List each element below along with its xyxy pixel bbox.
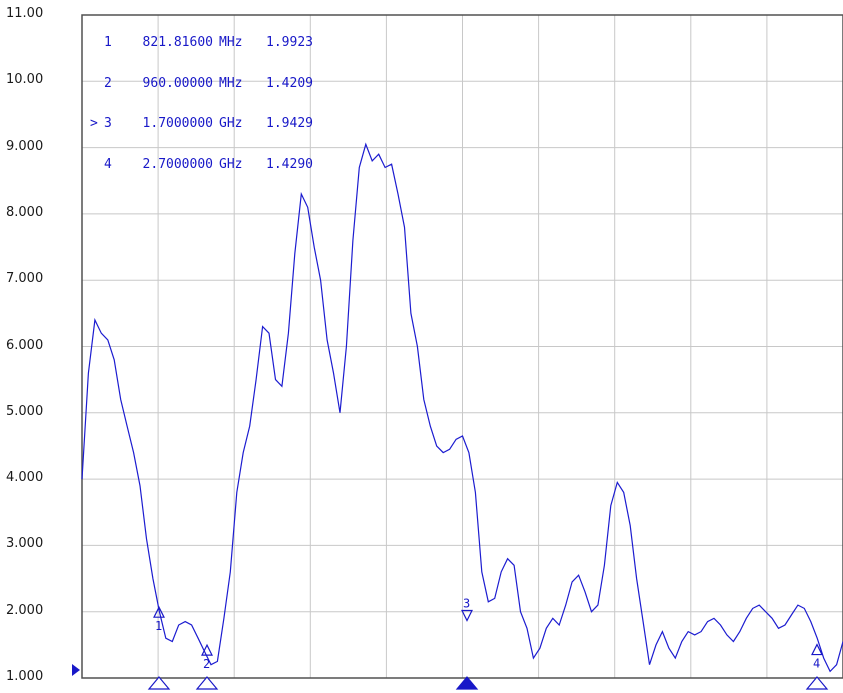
marker-value: 1.9923	[266, 35, 313, 50]
marker-unit: GHz	[219, 116, 243, 131]
marker-number: 1	[104, 35, 112, 50]
marker-triangle	[201, 643, 213, 656]
plot-frame	[81, 14, 843, 679]
marker-frequency: 1.7000000	[142, 116, 213, 131]
marker-frequency: 960.00000	[142, 75, 213, 91]
marker-number: 4	[104, 156, 112, 172]
marker-bottom-indicator	[455, 676, 479, 690]
y-tick-label: 8.000	[6, 204, 44, 220]
reference-arrow-left	[72, 664, 80, 676]
marker-triangle	[811, 643, 823, 656]
marker-value: 1.4290	[266, 156, 313, 172]
marker-triangle	[461, 609, 473, 622]
y-tick-label: 1.000	[6, 669, 44, 684]
marker-number: 2	[104, 75, 112, 91]
marker-number: 3	[104, 116, 112, 131]
marker-unit: GHz	[219, 156, 243, 172]
marker-value: 1.4209	[266, 75, 313, 91]
y-tick-label: 11.00	[6, 6, 44, 21]
marker-label: 4	[813, 657, 820, 671]
marker-label: 1	[155, 619, 162, 633]
grid-lines	[82, 15, 843, 678]
marker-bottom-indicator	[195, 676, 219, 690]
y-tick-label: 3.000	[6, 536, 44, 552]
y-tick-label: 9.000	[6, 138, 44, 154]
marker-label: 3	[463, 596, 470, 610]
marker-row-2[interactable]: 2 960.00000 MHz 1.4209	[90, 75, 313, 91]
marker-triangle	[153, 605, 165, 618]
marker-frequency: 2.7000000	[142, 156, 213, 172]
y-tick-label: 10.00	[6, 72, 44, 88]
marker-row-1[interactable]: 1 821.81600 MHz 1.9923	[90, 36, 313, 50]
marker-frequency: 821.81600	[142, 35, 213, 50]
y-tick-label: 6.000	[6, 337, 44, 353]
marker-label: 2	[203, 657, 210, 671]
marker-value: 1.9429	[266, 116, 313, 131]
markers-layer: 1 2 3 4	[147, 596, 829, 690]
y-tick-label: 4.000	[6, 470, 44, 486]
marker-selected: >	[90, 116, 98, 131]
marker-row-3[interactable]: >3 1.7000000 GHz 1.9429	[90, 117, 313, 131]
marker-row-4[interactable]: 4 2.7000000 GHz 1.4290	[90, 156, 313, 172]
marker-unit: MHz	[219, 75, 243, 91]
marker-unit: MHz	[219, 35, 243, 50]
marker-bottom-indicator	[805, 676, 829, 690]
y-tick-label: 2.000	[6, 602, 44, 618]
trace-line	[81, 142, 843, 673]
marker-bottom-indicator	[147, 676, 171, 690]
y-tick-label: 5.000	[6, 403, 44, 419]
marker-table: 1 821.81600 MHz 1.9923 2 960.00000 MHz 1.4209 …	[90, 9, 313, 185]
y-tick-label: 7.000	[6, 271, 44, 287]
